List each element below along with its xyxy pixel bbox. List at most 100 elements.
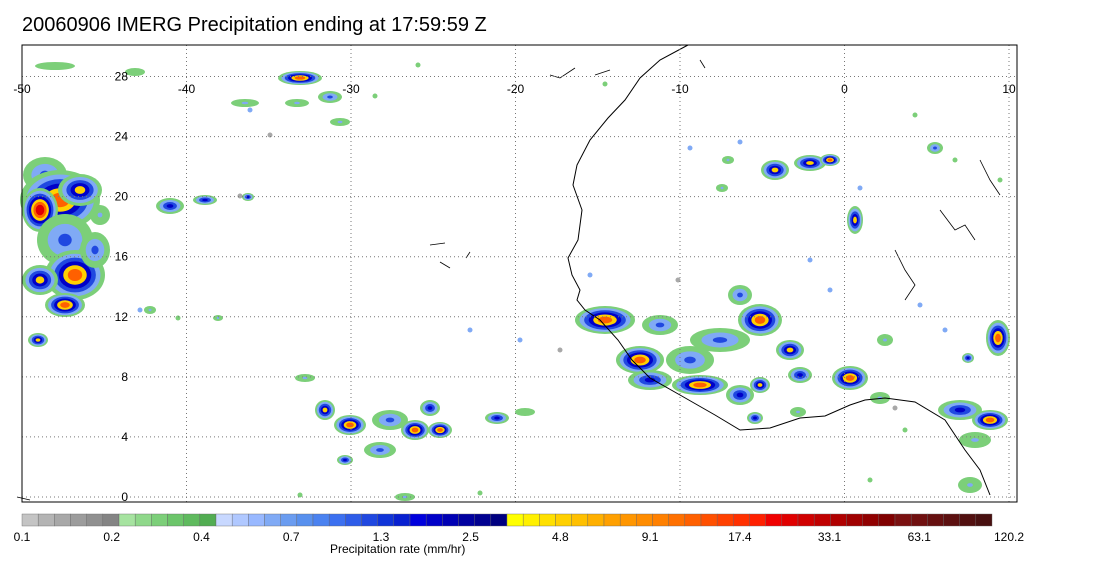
longitude-label: -10 (671, 82, 689, 96)
rain-cell (241, 101, 249, 105)
rain-speck (415, 62, 421, 68)
rain-speck (137, 307, 143, 313)
border-line (439, 261, 451, 269)
colorbar-cell (700, 513, 718, 527)
latitude-label: 0 (121, 490, 128, 504)
rain-cell (35, 204, 45, 216)
precipitation-layer (20, 62, 1010, 501)
rain-cell (376, 448, 384, 452)
rain-cell (796, 410, 800, 414)
colorbar-cell (506, 513, 524, 527)
longitude-label: 0 (841, 82, 848, 96)
rain-speck (237, 193, 243, 199)
colorbar-cell (862, 513, 880, 527)
rain-cell (995, 333, 1001, 343)
rain-speck (602, 81, 608, 87)
rain-cell (402, 495, 408, 499)
colorbar-cell (361, 513, 378, 527)
rain-speck (675, 277, 681, 283)
colorbar-tick-label: 1.3 (372, 530, 390, 544)
colorbar-cell (943, 513, 960, 527)
colorbar-cell (555, 513, 572, 527)
rain-cell (385, 417, 395, 423)
colorbar-cell (21, 513, 39, 527)
colorbar-cell (587, 513, 605, 527)
rain-cell (74, 186, 86, 194)
rain-cell (693, 382, 707, 388)
colorbar-cell (910, 513, 928, 527)
rain-speck (557, 347, 563, 353)
colorbar-cell (118, 513, 136, 527)
colorbar-cell (830, 513, 847, 527)
colorbar-cell (86, 513, 104, 527)
rain-cell (302, 376, 308, 380)
border-line (699, 59, 706, 69)
rain-cell (806, 161, 814, 165)
colorbar-cell (684, 513, 702, 527)
longitude-label: -30 (342, 82, 360, 96)
rain-speck (517, 337, 523, 343)
colorbar-cell (328, 513, 346, 527)
colorbar-tick-label: 2.5 (462, 530, 479, 544)
rain-cell (346, 422, 354, 428)
colorbar-tick-label: 63.1 (907, 530, 931, 544)
rain-cell (684, 356, 696, 364)
colorbar-tick-label: 0.1 (13, 530, 31, 544)
colorbar-cell (393, 513, 411, 527)
rain-cell (294, 76, 306, 80)
colorbar-cell (894, 513, 912, 527)
rain-speck (687, 145, 693, 151)
rain-speck (942, 327, 948, 333)
rain-cell (827, 158, 833, 162)
latitude-label: 20 (115, 190, 129, 204)
colorbar-tick-label: 33.1 (817, 530, 842, 544)
colorbar-cell (409, 513, 427, 527)
latitude-label: 8 (121, 370, 128, 384)
colorbar-cell (603, 513, 621, 527)
rain-speck (587, 272, 593, 278)
rain-speck (737, 139, 743, 145)
rain-cell (634, 356, 646, 364)
rain-cell (91, 245, 99, 255)
rain-cell (736, 392, 744, 398)
colorbar-cell (345, 513, 362, 527)
rain-speck (827, 287, 833, 293)
longitude-label: -40 (178, 82, 196, 96)
rain-cell (771, 167, 779, 173)
rain-cell (125, 68, 145, 76)
rain-cell (202, 198, 208, 202)
colorbar-cell (765, 513, 783, 527)
longitude-label: 10 (1002, 82, 1016, 96)
coastline-layer (16, 44, 1001, 501)
colorbar-cell (668, 513, 686, 527)
colorbar-cell (312, 513, 330, 527)
colorbar-cell (813, 513, 831, 527)
rain-cell (148, 308, 152, 312)
rain-speck (175, 315, 181, 321)
border-line (939, 209, 976, 241)
rain-cell (753, 416, 757, 420)
africa-coastline (567, 44, 991, 496)
longitude-label: -20 (507, 82, 525, 96)
rain-cell (754, 316, 766, 324)
rain-cell (58, 233, 72, 247)
rain-cell (67, 269, 83, 281)
border-line (894, 249, 916, 301)
rain-cell (343, 458, 347, 462)
colorbar-cell (151, 513, 168, 527)
colorbar-cell (781, 513, 799, 527)
colorbar-cell (442, 513, 459, 527)
rain-cell (337, 120, 343, 124)
colorbar-cell (425, 513, 443, 527)
colorbar-cell (199, 513, 217, 527)
rain-speck (807, 257, 813, 263)
rain-cell (883, 338, 887, 342)
rain-cell (494, 416, 500, 420)
colorbar-cell (797, 513, 815, 527)
rain-speck (867, 477, 873, 483)
rain-cell (35, 276, 45, 284)
rain-speck (267, 132, 273, 138)
rain-cell (971, 438, 979, 442)
